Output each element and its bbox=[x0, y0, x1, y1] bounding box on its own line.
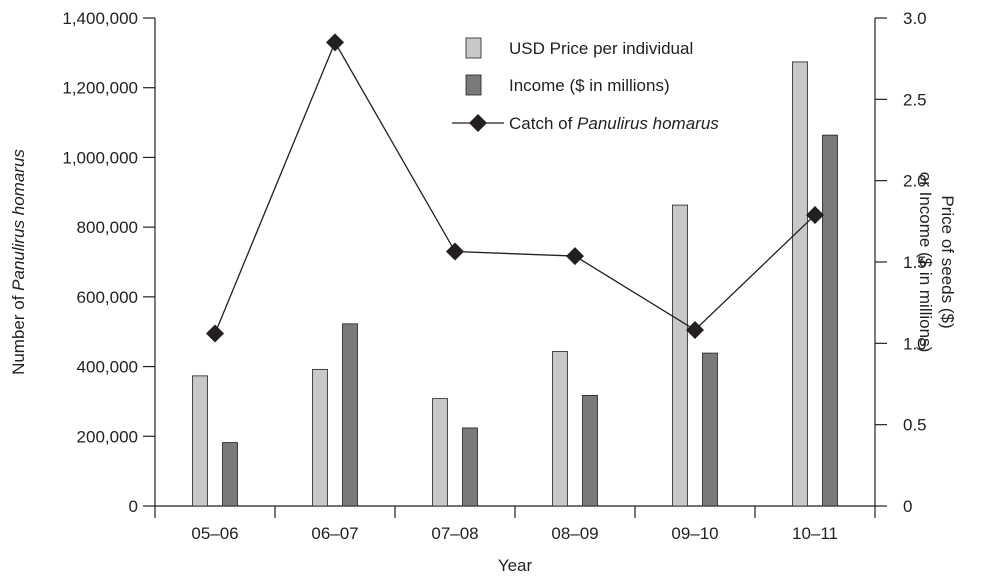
left-tick-label: 800,000 bbox=[77, 218, 138, 237]
left-axis-title: Number of Panulirus homarus bbox=[9, 149, 28, 375]
left-tick-label: 200,000 bbox=[77, 427, 138, 446]
right-axis-title-line1: Price of seeds ($) bbox=[938, 195, 957, 328]
bar-price bbox=[552, 351, 568, 507]
left-axis-title-prefix: Number of bbox=[9, 291, 28, 375]
bar-income bbox=[342, 323, 358, 507]
left-axis-title-species: Panulirus homarus bbox=[9, 149, 28, 291]
x-tick-label: 05–06 bbox=[191, 524, 238, 543]
left-tick-label: 600,000 bbox=[77, 288, 138, 307]
right-tick-label: 2.0 bbox=[903, 172, 927, 191]
right-axis-ticks: 0 0.5 1.0 1.5 2.0 2.5 3.0 bbox=[875, 9, 927, 516]
right-tick-label: 1.0 bbox=[903, 334, 927, 353]
x-axis-title: Year bbox=[498, 556, 533, 575]
legend-label-income: Income ($ in millions) bbox=[509, 76, 670, 95]
catch-line-path bbox=[214, 40, 816, 334]
legend-label-catch-prefix: Catch of bbox=[509, 114, 573, 133]
right-tick-label: 0.5 bbox=[903, 416, 927, 435]
x-axis-ticks: 05–06 06–07 07–08 08–09 09–10 10–11 bbox=[154, 506, 876, 543]
left-tick-label: 1,400,000 bbox=[62, 9, 138, 28]
catch-point bbox=[206, 324, 224, 343]
left-tick-label: 400,000 bbox=[77, 358, 138, 377]
legend-label-catch-species: Panulirus homarus bbox=[577, 114, 719, 133]
bar-income bbox=[582, 394, 598, 507]
catch-point bbox=[566, 247, 584, 266]
bar-income bbox=[462, 427, 478, 507]
catch-point bbox=[446, 242, 464, 261]
right-tick-label: 2.5 bbox=[903, 90, 927, 109]
legend-swatch-income bbox=[465, 74, 482, 96]
right-axis-title-line2: or Income ($ in millions) bbox=[916, 172, 935, 352]
right-tick-label: 0 bbox=[903, 497, 912, 516]
legend: USD Price per individual Income ($ in mi… bbox=[452, 37, 719, 133]
bar-income bbox=[702, 352, 718, 507]
legend-marker-catch bbox=[469, 114, 487, 132]
left-axis-ticks: 0 200,000 400,000 600,000 800,000 1,000,000 1,… bbox=[62, 9, 155, 516]
bar-price bbox=[672, 204, 688, 507]
bar-income bbox=[822, 134, 838, 507]
legend-label-catch: Catch of Panulirus homarus bbox=[509, 114, 719, 133]
left-tick-label: 1,000,000 bbox=[62, 148, 138, 167]
left-tick-label: 1,200,000 bbox=[62, 79, 138, 98]
bar-price bbox=[192, 375, 208, 507]
x-tick-label: 06–07 bbox=[311, 524, 358, 543]
x-tick-label: 09–10 bbox=[671, 524, 718, 543]
right-tick-label: 3.0 bbox=[903, 9, 927, 28]
legend-swatch-price bbox=[465, 37, 482, 59]
catch-point bbox=[806, 205, 824, 224]
bar-price bbox=[792, 61, 808, 507]
bar-price bbox=[312, 368, 328, 507]
right-axis: 0 0.5 1.0 1.5 2.0 2.5 3.0 bbox=[874, 9, 927, 516]
bar-income bbox=[222, 442, 238, 507]
catch-point bbox=[326, 33, 344, 52]
right-tick-label: 1.5 bbox=[903, 253, 927, 272]
catch-line-series bbox=[206, 33, 824, 343]
left-axis: 0 200,000 400,000 600,000 800,000 1,000,000 1,… bbox=[62, 9, 156, 516]
legend-label-price: USD Price per individual bbox=[509, 39, 693, 58]
x-tick-label: 10–11 bbox=[792, 524, 838, 543]
left-tick-label: 0 bbox=[129, 497, 138, 516]
bars bbox=[192, 61, 838, 507]
bar-price bbox=[432, 398, 448, 507]
catch-point bbox=[686, 320, 704, 339]
x-tick-label: 07–08 bbox=[431, 524, 478, 543]
x-tick-label: 08–09 bbox=[551, 524, 598, 543]
